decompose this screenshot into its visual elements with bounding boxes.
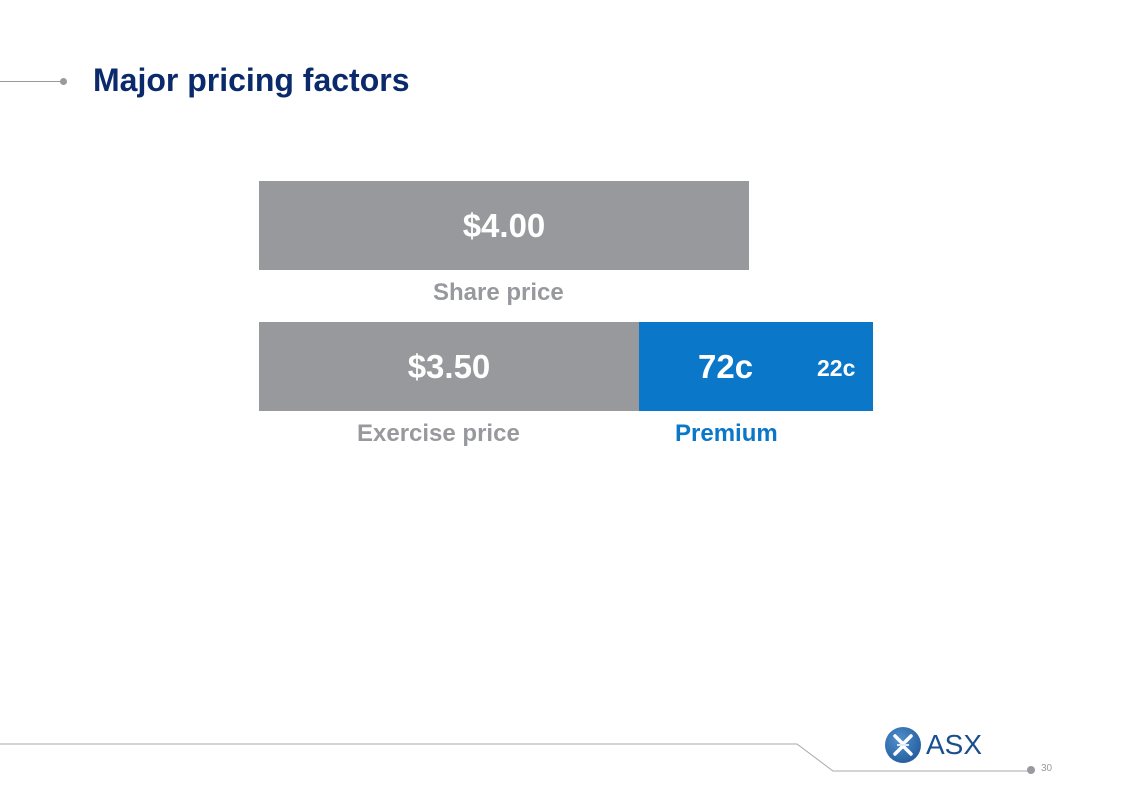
footer-dot — [1027, 766, 1035, 774]
asx-logo: ASX — [885, 727, 982, 763]
page-number: 30 — [1041, 763, 1053, 774]
premium-value: 72c — [698, 348, 754, 385]
exercise-price-value: $3.50 — [407, 347, 491, 385]
share-price-value: $4.00 — [462, 206, 546, 244]
exercise-price-label: Exercise price — [357, 420, 520, 447]
premium-sub-value: 22c — [817, 355, 856, 381]
asx-logo-icon — [885, 727, 921, 763]
asx-logo-text: ASX — [926, 729, 983, 760]
slide-title: Major pricing factors — [93, 62, 410, 98]
exercise-price-bar: $3.50 — [259, 322, 639, 411]
premium-bar: 72c 22c — [639, 322, 873, 411]
share-price-label: Share price — [433, 279, 564, 306]
title-bullet — [60, 78, 67, 85]
title-rule — [0, 81, 62, 82]
footer-rule — [0, 743, 1035, 774]
premium-label: Premium — [675, 420, 778, 447]
share-price-bar: $4.00 — [259, 181, 749, 270]
